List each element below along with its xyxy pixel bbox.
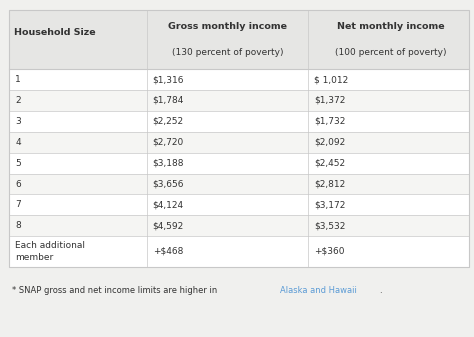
Text: $4,592: $4,592 — [153, 221, 184, 230]
Text: $2,252: $2,252 — [153, 117, 184, 126]
Bar — [9, 10, 469, 69]
Text: Gross monthly income: Gross monthly income — [168, 22, 287, 31]
Bar — [9, 174, 469, 194]
Text: * SNAP gross and net income limits are higher in: * SNAP gross and net income limits are h… — [12, 286, 220, 295]
Text: (100 percent of poverty): (100 percent of poverty) — [335, 48, 447, 57]
Text: $1,316: $1,316 — [153, 75, 184, 84]
Bar — [9, 111, 469, 132]
Bar — [9, 90, 469, 111]
Text: Household Size: Household Size — [14, 28, 96, 37]
Text: 6: 6 — [15, 180, 21, 188]
Text: $3,188: $3,188 — [153, 159, 184, 167]
Text: $ 1,012: $ 1,012 — [314, 75, 348, 84]
Text: $1,784: $1,784 — [153, 96, 184, 105]
Bar — [9, 10, 469, 267]
Text: 3: 3 — [15, 117, 21, 126]
Bar — [9, 132, 469, 153]
Text: 4: 4 — [15, 138, 21, 147]
Text: .: . — [379, 286, 382, 295]
Bar — [9, 236, 469, 267]
Text: $1,732: $1,732 — [314, 117, 345, 126]
Bar — [9, 194, 469, 215]
Text: Net monthly income: Net monthly income — [337, 22, 445, 31]
Text: +$468: +$468 — [153, 247, 183, 256]
Text: $3,656: $3,656 — [153, 180, 184, 188]
Text: 1: 1 — [15, 75, 21, 84]
Text: 8: 8 — [15, 221, 21, 230]
Text: Each additional
member: Each additional member — [15, 241, 85, 262]
Text: $3,172: $3,172 — [314, 201, 345, 209]
Text: $2,812: $2,812 — [314, 180, 345, 188]
Text: 7: 7 — [15, 201, 21, 209]
Text: $3,532: $3,532 — [314, 221, 345, 230]
Text: $2,720: $2,720 — [153, 138, 184, 147]
Text: 2: 2 — [15, 96, 21, 105]
Text: (130 percent of poverty): (130 percent of poverty) — [172, 48, 283, 57]
Text: $2,452: $2,452 — [314, 159, 345, 167]
Text: +$360: +$360 — [314, 247, 344, 256]
Bar — [9, 215, 469, 236]
Text: Alaska and Hawaii: Alaska and Hawaii — [280, 286, 357, 295]
Bar — [9, 69, 469, 90]
Text: $2,092: $2,092 — [314, 138, 345, 147]
Text: 5: 5 — [15, 159, 21, 167]
Bar — [9, 153, 469, 174]
Text: $4,124: $4,124 — [153, 201, 184, 209]
Text: $1,372: $1,372 — [314, 96, 345, 105]
